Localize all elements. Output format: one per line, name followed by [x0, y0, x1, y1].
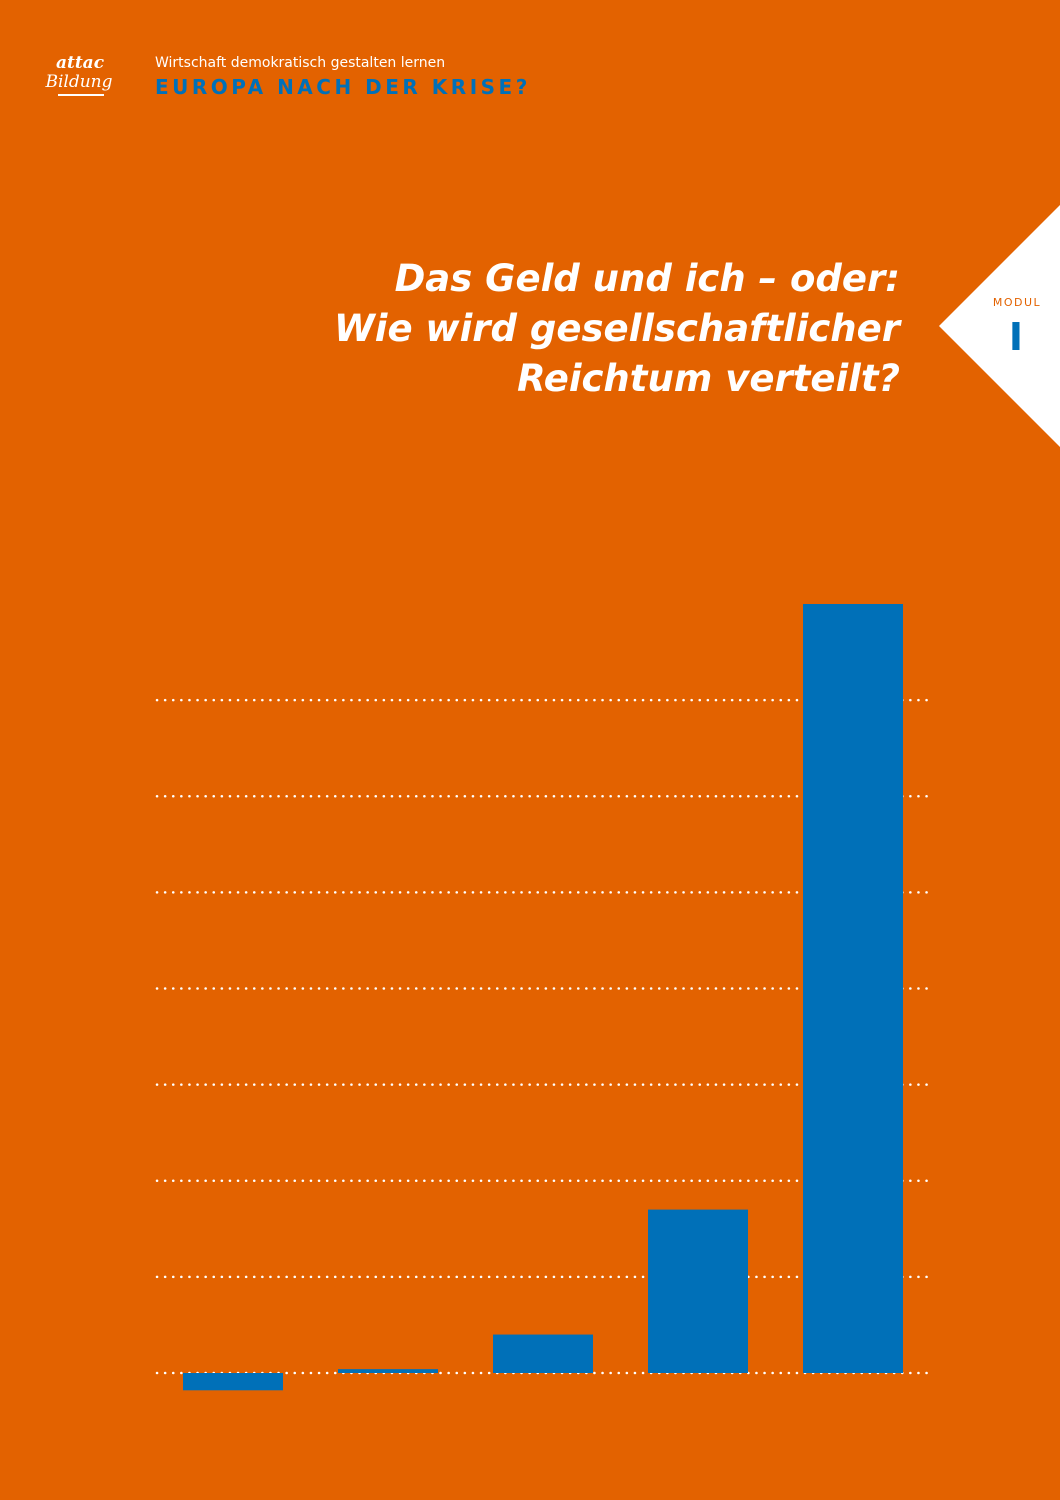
series-name: Wirtschaft demokratisch gestalten lernen: [155, 55, 445, 71]
cover-title: Das Geld und ich – oder: Wie wird gesell…: [334, 257, 903, 400]
chart: [155, 604, 932, 1391]
logo-brand: attac: [56, 53, 105, 73]
bar: [648, 1209, 748, 1373]
title-line: Das Geld und ich – oder:: [395, 257, 900, 300]
bar: [493, 1334, 593, 1373]
title-line: Wie wird gesellschaftlicher: [334, 307, 903, 350]
bar: [338, 1369, 438, 1373]
module-number: I: [1009, 315, 1023, 359]
bar: [803, 604, 903, 1373]
title-line: Reichtum verteilt?: [517, 357, 900, 400]
module-label: MODUL: [993, 296, 1041, 309]
series-title: EUROPA NACH DER KRISE?: [155, 75, 531, 99]
bar: [183, 1373, 283, 1391]
logo-sub: Bildung: [44, 72, 112, 92]
module-tab: [939, 205, 1060, 447]
